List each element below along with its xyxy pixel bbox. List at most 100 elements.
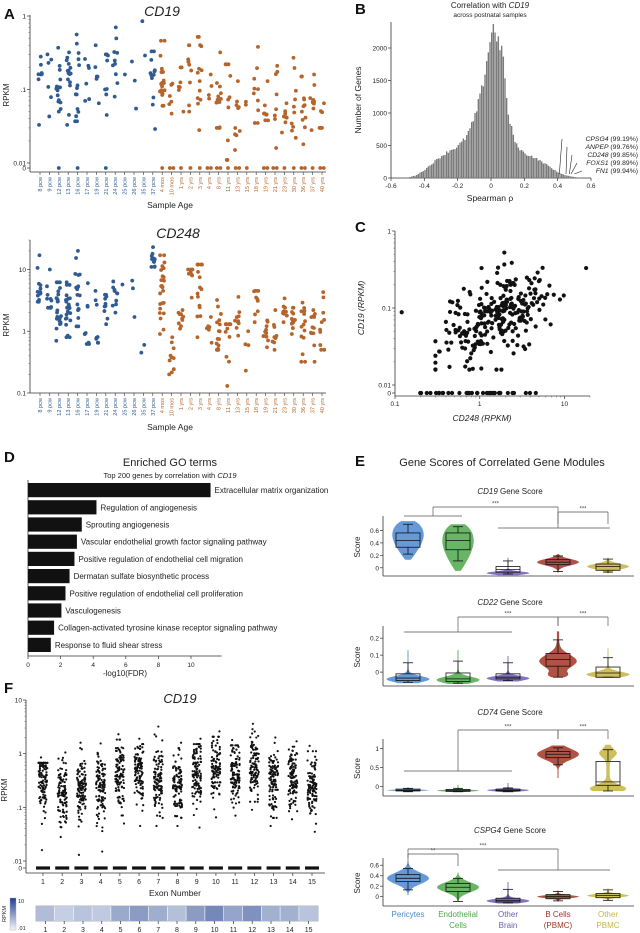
data-point	[41, 779, 45, 782]
data-point	[97, 817, 101, 821]
data-point	[287, 793, 290, 796]
data-point-zero	[167, 166, 172, 170]
data-point	[322, 101, 326, 106]
data-point	[114, 771, 117, 774]
data-point	[313, 775, 316, 778]
go-term-label: Vasculogenesis	[65, 607, 120, 616]
x-tick-label: 19 yrs	[264, 398, 270, 413]
y-tick-label: 0	[375, 565, 379, 572]
data-point	[64, 282, 69, 287]
data-point	[160, 766, 163, 769]
data-point	[318, 126, 323, 130]
histogram-bar	[514, 142, 516, 178]
data-point	[76, 772, 79, 776]
data-point	[310, 809, 313, 812]
data-point	[217, 100, 222, 105]
histogram-bar	[521, 149, 523, 178]
data-point	[516, 307, 521, 313]
chart-subtitle-d: Top 200 genes by correlation with CD19	[103, 471, 237, 480]
data-point	[121, 814, 124, 817]
heatmap-cell	[54, 906, 73, 921]
data-point	[268, 777, 271, 780]
data-point	[97, 755, 100, 758]
subplot-title-gene: CD19	[477, 487, 498, 496]
data-point	[272, 347, 277, 352]
go-bar	[28, 517, 82, 532]
data-point	[271, 805, 275, 809]
data-point	[314, 812, 317, 816]
data-point-zero	[271, 166, 276, 170]
data-point	[218, 762, 221, 765]
data-point	[154, 773, 157, 776]
data-point	[199, 755, 202, 758]
histogram-bar	[462, 138, 465, 178]
data-point	[235, 766, 238, 769]
significance-label: ***	[579, 612, 587, 618]
data-point	[142, 750, 145, 753]
data-point	[531, 296, 537, 301]
data-point	[547, 283, 552, 288]
data-point	[178, 766, 181, 769]
histogram-bar	[562, 174, 565, 178]
data-point	[65, 817, 68, 820]
data-point	[269, 788, 272, 791]
data-point	[96, 821, 99, 825]
data-point	[150, 102, 155, 107]
data-point	[301, 104, 306, 109]
data-point	[209, 84, 214, 88]
data-point	[80, 812, 83, 815]
data-point	[309, 128, 314, 133]
data-point	[58, 107, 63, 111]
data-point	[271, 786, 275, 789]
data-point	[76, 307, 81, 312]
data-point	[539, 294, 544, 299]
data-point	[231, 786, 235, 789]
data-point	[195, 748, 198, 751]
data-point	[42, 782, 45, 785]
data-point	[322, 317, 327, 322]
data-point	[156, 778, 159, 782]
data-point	[314, 750, 318, 753]
data-point	[250, 757, 253, 760]
data-point	[465, 319, 470, 324]
data-point	[181, 109, 186, 114]
data-point	[173, 795, 176, 798]
data-point	[218, 765, 221, 768]
data-point	[272, 761, 275, 764]
data-point	[254, 295, 259, 300]
data-point	[312, 343, 317, 348]
annotation-label: FOXS1 (99.89%)	[586, 160, 638, 167]
data-point	[493, 313, 498, 318]
data-point	[218, 748, 221, 751]
data-point	[257, 760, 260, 763]
data-point	[457, 325, 462, 330]
data-point	[178, 782, 181, 785]
go-bar	[28, 603, 62, 618]
data-point	[58, 789, 61, 792]
data-point	[191, 792, 194, 795]
data-point	[271, 765, 274, 768]
data-point	[194, 778, 197, 782]
data-point	[102, 788, 105, 791]
x-tick-label: 8 pcw	[38, 176, 44, 192]
data-point	[543, 317, 548, 322]
violin-shape	[537, 554, 579, 573]
data-point	[495, 308, 500, 313]
data-point	[192, 754, 195, 757]
data-point	[58, 794, 61, 797]
data-point	[153, 733, 156, 736]
violin-plots: CD19 Gene Score00.20.40.6Score******CD22…	[353, 487, 634, 930]
data-point	[130, 59, 134, 64]
x-tick-label: 4	[91, 662, 95, 669]
data-point	[104, 791, 107, 795]
histogram-bar	[534, 158, 536, 178]
data-point	[158, 759, 161, 762]
data-point	[122, 775, 125, 778]
data-point	[272, 808, 275, 811]
data-point	[501, 293, 506, 298]
data-point	[218, 793, 221, 796]
go-bar	[28, 637, 51, 652]
data-point	[294, 803, 297, 806]
subplot-title-rest: Gene Score	[498, 487, 543, 496]
data-point	[175, 769, 178, 772]
